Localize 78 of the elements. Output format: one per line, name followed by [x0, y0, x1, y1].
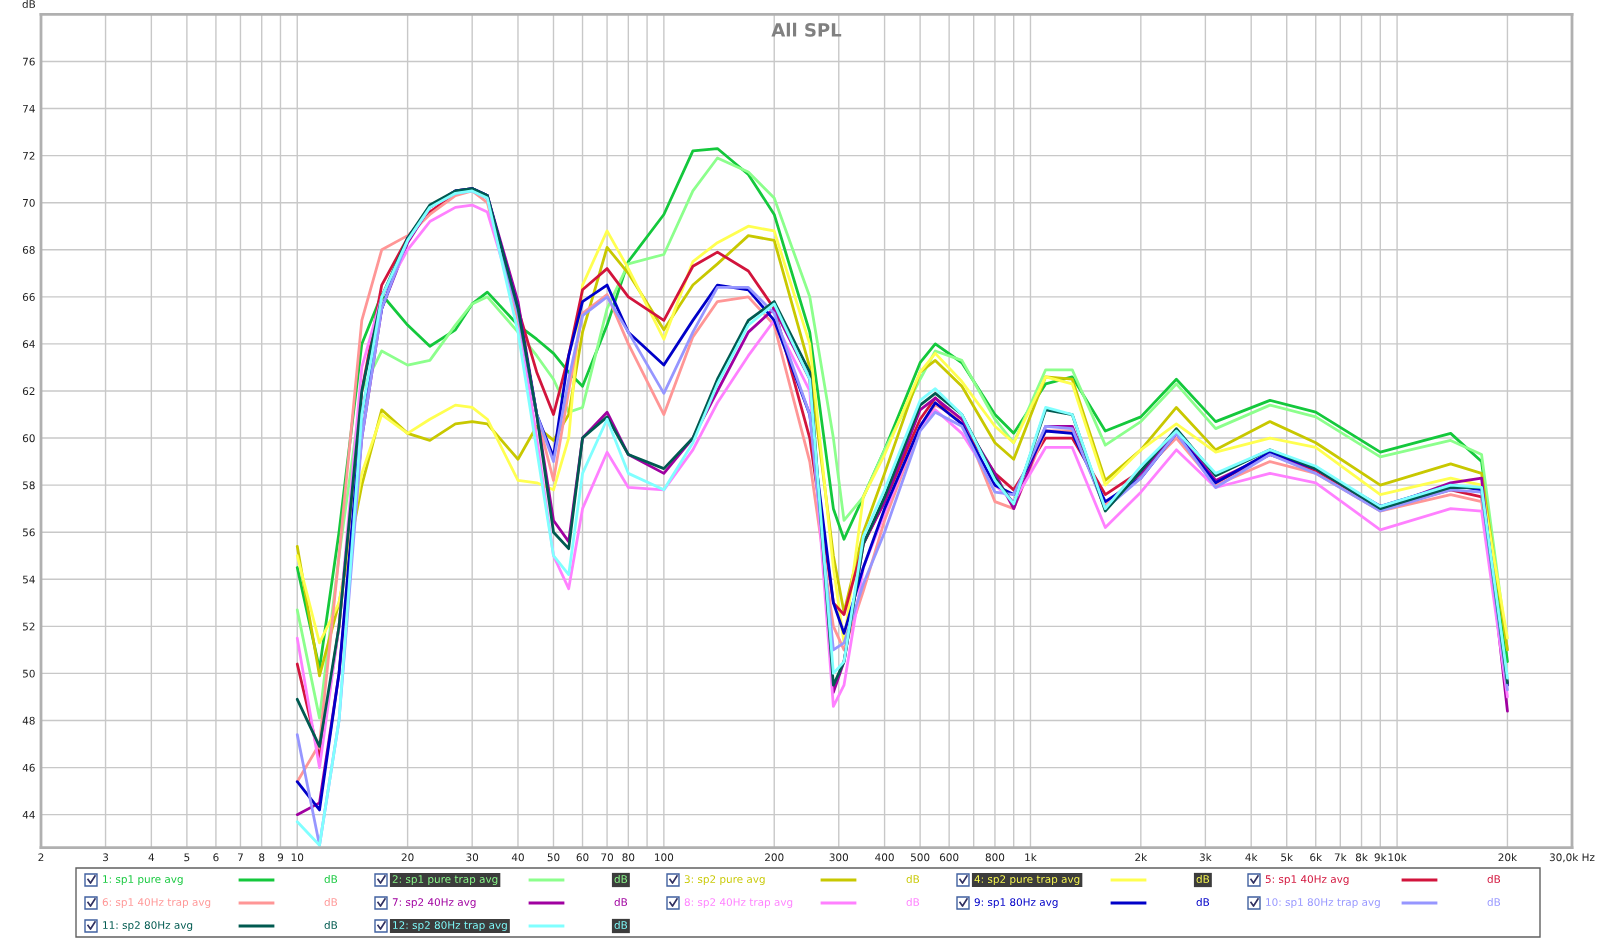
x-tick-label: 7k — [1334, 853, 1347, 862]
x-tick-label: 80 — [622, 853, 635, 862]
y-tick-label: 54 — [22, 575, 35, 584]
x-tick-label: 8k — [1355, 853, 1368, 862]
text: dB — [1196, 874, 1210, 884]
text: dB — [614, 920, 628, 930]
y-tick-label: 74 — [23, 104, 35, 113]
x-tick-label: 20k — [1498, 853, 1518, 862]
x-tick-label: 2k — [1135, 853, 1148, 862]
y-tick-label: 64 — [22, 340, 35, 349]
text: dB — [324, 920, 338, 930]
y-tick-label: 56 — [22, 528, 35, 537]
text: 5: sp1 40Hz avg — [1265, 875, 1349, 886]
x-tick-label: 40 — [511, 853, 524, 862]
text: 3: sp2 pure avg — [684, 875, 765, 886]
x-tick-label: 4 — [148, 853, 155, 862]
x-tick-label: 6k — [1310, 853, 1323, 862]
y-tick-label: 70 — [23, 198, 35, 207]
text: 7: sp2 40Hz avg — [392, 898, 476, 909]
text: dB — [1487, 897, 1501, 907]
y-tick-label: 76 — [23, 57, 35, 66]
chart-title: All SPL — [771, 22, 842, 37]
y-tick-label: 50 — [22, 669, 35, 678]
text: 2: sp1 pure trap avg — [392, 875, 498, 886]
y-tick-label: 52 — [22, 622, 35, 631]
y-tick-label: 44 — [22, 811, 35, 819]
text: 1: sp1 pure avg — [103, 875, 183, 886]
x-tick-label: 30 — [466, 853, 479, 862]
text: dB — [614, 874, 628, 884]
x-tick-label: 30,0k Hz — [1549, 853, 1595, 863]
x-tick-label: 9k — [1374, 853, 1387, 862]
x-tick-label: 100 — [655, 853, 674, 862]
y-tick-label: 58 — [22, 481, 35, 490]
text: dB — [1487, 874, 1501, 884]
text: 8: sp2 40Hz trap avg — [684, 898, 793, 909]
x-tick-label: 3 — [103, 853, 109, 862]
x-tick-label: 70 — [601, 853, 614, 862]
text: 9: sp1 80Hz avg — [974, 898, 1058, 909]
x-tick-label: 50 — [547, 853, 560, 862]
x-tick-label: 20 — [401, 853, 414, 862]
x-tick-label: 5 — [184, 853, 190, 862]
y-tick-label: 68 — [22, 245, 35, 254]
y-axis-title: dB — [22, 0, 36, 9]
text: dB — [324, 874, 338, 884]
x-tick-label: 800 — [985, 853, 1005, 862]
x-tick-label: 10 — [291, 853, 304, 862]
x-tick-label: 60 — [576, 853, 589, 862]
x-tick-label: 6 — [213, 853, 219, 862]
x-tick-label: 4k — [1245, 853, 1258, 862]
x-tick-label: 8 — [259, 853, 265, 862]
text: 11: sp2 80Hz avg — [103, 921, 193, 932]
x-tick-label: 9 — [277, 853, 284, 862]
y-tick-label: 48 — [22, 716, 35, 725]
text: 4: sp2 pure trap avg — [974, 875, 1080, 886]
text: dB — [906, 897, 920, 907]
text: 12: sp2 80Hz trap avg — [393, 921, 507, 932]
x-tick-label: 200 — [765, 853, 784, 862]
x-tick-label: 7 — [238, 853, 243, 862]
x-tick-label: 5k — [1281, 853, 1294, 862]
y-tick-label: 46 — [22, 763, 35, 772]
text: dB — [324, 897, 338, 907]
text: dB — [1196, 897, 1210, 907]
x-tick-label: 2 — [38, 853, 44, 862]
x-tick-label: 500 — [910, 853, 930, 862]
text: 10: sp1 80Hz trap avg — [1266, 898, 1380, 909]
text: dB — [614, 897, 628, 907]
y-tick-label: 60 — [22, 434, 35, 443]
x-tick-label: 1k — [1025, 853, 1037, 862]
y-tick-label: 72 — [23, 151, 35, 160]
x-tick-label: 400 — [875, 853, 894, 862]
y-tick-label: 66 — [22, 293, 35, 301]
x-tick-label: 600 — [939, 853, 959, 862]
x-tick-label: 10k — [1388, 853, 1407, 862]
x-tick-label: 3k — [1199, 853, 1212, 862]
text: dB — [906, 874, 920, 884]
x-tick-label: 300 — [829, 853, 849, 862]
y-tick-label: 62 — [22, 387, 35, 396]
text: 6: sp1 40Hz trap avg — [102, 898, 211, 909]
